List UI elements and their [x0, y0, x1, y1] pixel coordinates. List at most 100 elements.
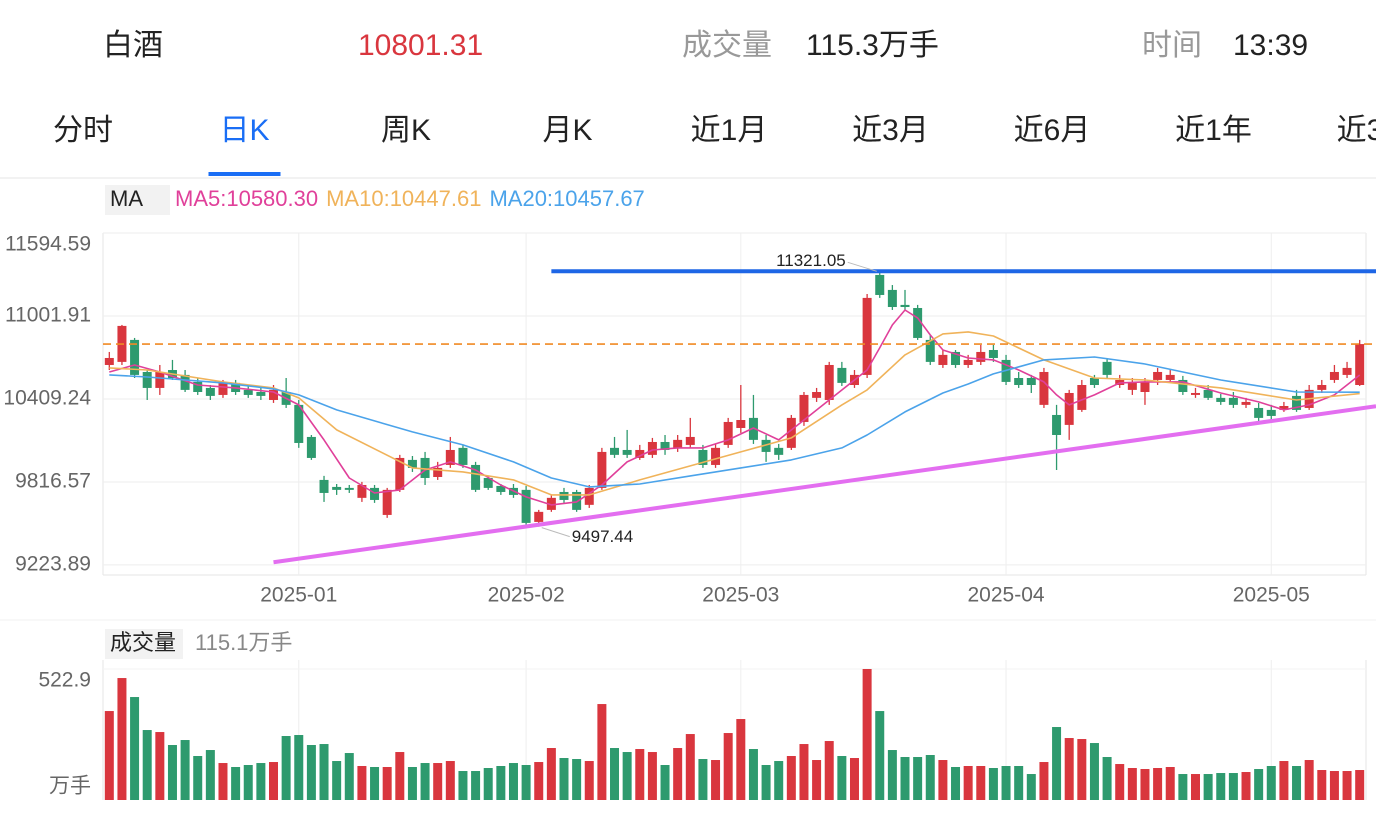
candle-body — [319, 479, 329, 493]
low-annotation: 9497.44 — [572, 527, 633, 546]
candle-body — [521, 489, 531, 523]
volume-bar — [193, 756, 203, 800]
candle-body — [357, 484, 367, 498]
volume-bar — [218, 763, 228, 800]
volume-bar — [1140, 769, 1150, 800]
candle-body — [862, 297, 872, 375]
y-tick-label: 9816.57 — [15, 469, 91, 492]
volume-bar — [1153, 768, 1163, 800]
candle-body — [900, 304, 910, 308]
stock-name: 白酒 — [103, 29, 163, 62]
volume-bar — [723, 733, 733, 800]
volume-bar — [1304, 760, 1314, 800]
y-unit-label: 万手 — [49, 775, 91, 798]
candle-body — [1014, 377, 1024, 385]
candle-body — [382, 489, 392, 515]
volume-bar — [849, 758, 859, 800]
tab[interactable]: 分时 — [53, 114, 113, 147]
ma-line — [109, 356, 1360, 488]
tab[interactable]: 近1月 — [691, 114, 768, 147]
volume-bar — [458, 771, 468, 800]
tab[interactable]: 月K — [542, 114, 592, 147]
candle-body — [913, 307, 923, 338]
candle-body — [824, 364, 834, 400]
volume-bar — [534, 762, 544, 800]
volume-bar — [622, 752, 632, 800]
volume-bar — [761, 765, 771, 800]
volume-bar — [862, 669, 872, 800]
volume-bar — [976, 766, 986, 800]
ma-box — [105, 185, 170, 215]
candle-body — [925, 339, 935, 362]
volume-bar — [407, 767, 417, 800]
candle-body — [483, 477, 493, 488]
volume-bar — [1115, 764, 1125, 800]
x-tick-label: 2025-05 — [1233, 584, 1310, 607]
candle-body — [269, 389, 279, 400]
candle-body — [395, 457, 405, 490]
candle-body — [761, 439, 771, 452]
volume-bar — [597, 704, 607, 800]
volume-bar — [1228, 773, 1238, 800]
tab[interactable]: 日K — [219, 114, 269, 147]
volume-bar — [546, 748, 556, 800]
volume-bar — [925, 755, 935, 800]
volume-bar — [281, 736, 291, 800]
volume-bar — [711, 760, 721, 800]
volume-bar — [1329, 771, 1339, 800]
volume-bar — [698, 759, 708, 800]
x-tick-label: 2025-03 — [702, 584, 779, 607]
volume-bar — [117, 678, 127, 800]
time-label: 时间 — [1142, 29, 1202, 62]
volume-bar — [584, 761, 594, 800]
volume-bar — [913, 757, 923, 800]
volume-bar — [1342, 771, 1352, 800]
volume-bar — [1241, 772, 1251, 800]
candle-body — [471, 464, 481, 490]
candle-body — [420, 457, 430, 478]
volume-bar — [572, 759, 582, 800]
x-tick-label: 2025-02 — [488, 584, 565, 607]
x-tick-label: 2025-04 — [968, 584, 1045, 607]
volume-value: 115.1万手 — [195, 630, 292, 655]
tab[interactable]: 近3月 — [852, 114, 929, 147]
volume-bar — [167, 745, 177, 800]
tab[interactable]: 近1年 — [1175, 114, 1252, 147]
volume-bar — [1279, 761, 1289, 800]
candle-body — [1216, 397, 1226, 402]
high-annotation: 11321.05 — [776, 251, 846, 270]
tab[interactable]: 近6月 — [1014, 114, 1091, 147]
volume-bar — [508, 763, 518, 800]
candle-body — [1102, 361, 1112, 375]
volume-bar — [344, 753, 354, 800]
candle-body — [1064, 392, 1074, 425]
candle-body — [1355, 344, 1365, 385]
candle-body — [963, 359, 973, 365]
candle-body — [1279, 406, 1289, 410]
volume-bar — [142, 730, 152, 800]
volume-bar — [256, 763, 266, 800]
candle-body — [647, 441, 657, 455]
candle-body — [1089, 377, 1099, 385]
volume-bar — [243, 765, 253, 800]
volume-bar — [1089, 743, 1099, 800]
volume-bar — [1190, 774, 1200, 800]
candle-body — [142, 371, 152, 388]
annotation-leader — [847, 261, 877, 272]
volume-bar — [104, 711, 114, 800]
volume-bar — [900, 757, 910, 800]
volume-bar — [332, 761, 342, 800]
volume-bar — [130, 697, 140, 800]
volume-bar — [269, 762, 279, 800]
volume-bar — [420, 763, 430, 800]
tab[interactable]: 周K — [381, 114, 431, 147]
candle-body — [786, 417, 796, 448]
tab[interactable]: 近3年 — [1337, 114, 1376, 147]
candle-body — [256, 392, 266, 396]
volume-bar — [1216, 773, 1226, 800]
candle-body — [723, 421, 733, 445]
volume-bar — [521, 765, 531, 800]
volume-bar — [370, 767, 380, 800]
candle-body — [496, 485, 506, 492]
